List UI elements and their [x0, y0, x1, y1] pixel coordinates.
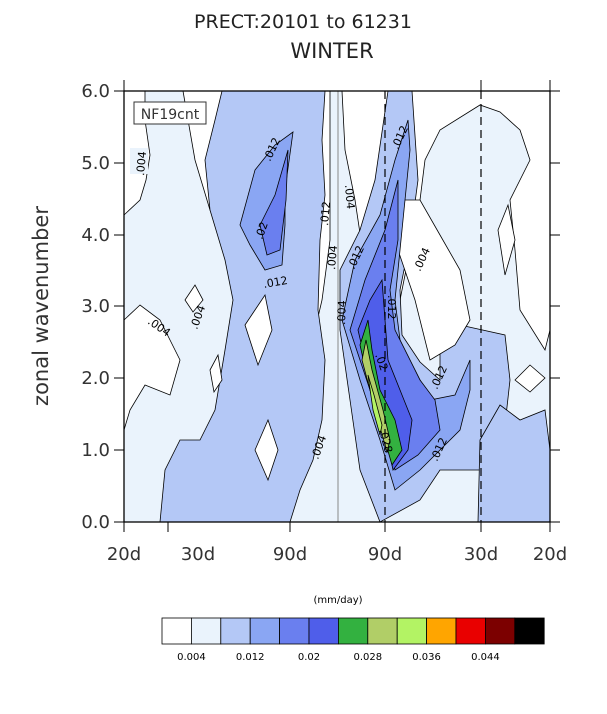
colorbar-swatch: [161, 617, 192, 645]
colorbar-swatch: [308, 617, 339, 645]
contour-label: .004: [325, 245, 340, 271]
colorbar-label: 0.004: [177, 652, 206, 663]
x-tick-label: 30d: [464, 544, 498, 565]
tick-marks: [114, 80, 560, 532]
contour-fill-lime: [367, 374, 383, 436]
contour-label: .012: [318, 201, 333, 227]
x-tick-label: 30d: [181, 544, 215, 565]
y-tick-label: 5.0: [81, 153, 110, 174]
x-tick-label: 90d: [368, 544, 402, 565]
y-tick-label: 3.0: [81, 296, 110, 317]
contour-fill-hole-4: [184, 284, 204, 313]
y-tick-label: 0.0: [81, 512, 110, 533]
case-label-box: [133, 101, 207, 125]
colorbar-swatch: [514, 617, 545, 645]
chart-title: PRECT:20101 to 61231: [194, 11, 412, 33]
contour-fill-hole-3: [209, 353, 223, 394]
colorbar-label: 0.028: [353, 652, 382, 663]
case-label: NF19cnt: [141, 107, 200, 123]
colorbar-swatch: [484, 617, 516, 645]
colorbar-swatch: [220, 617, 251, 645]
colorbar-swatch: [279, 617, 310, 645]
contour-fill-left-white-2: [123, 304, 181, 431]
contour-label: .004: [134, 151, 149, 177]
y-tick-label: 1.0: [81, 440, 110, 461]
contour-label: .02: [372, 352, 390, 373]
contour-label: .028: [376, 427, 395, 454]
units-label: (mm/day): [313, 595, 362, 606]
y-tick-label: 4.0: [81, 225, 110, 246]
contour-fill-hole-1: [244, 293, 273, 367]
contour-label: .02: [253, 220, 271, 241]
contour-label: .004: [342, 184, 357, 210]
colorbar-swatch: [396, 617, 428, 645]
x-tick-label: 20d: [107, 544, 141, 565]
contour-label: .004: [335, 300, 349, 325]
contour-labels: .004 .004 .004 .004 .004 .004 .012 .02 .…: [130, 124, 450, 463]
contour-label: .012: [385, 295, 398, 320]
x-tick-label: 90d: [273, 544, 307, 565]
colorbar-swatch: [367, 617, 398, 645]
colorbar-swatch: [249, 617, 280, 645]
colorbar-swatch: [190, 617, 222, 645]
colorbar-label: 0.012: [236, 652, 265, 663]
contour-label-bg: [130, 148, 148, 174]
contour-fill-band-1c: [259, 149, 289, 256]
contour-fill-far-right-white: [497, 203, 516, 276]
contour-fill-far-right-white-2: [514, 364, 546, 393]
y-tick-label: 6.0: [81, 81, 110, 102]
colorbar-swatch: [337, 617, 369, 645]
contour-label: .012: [262, 274, 288, 291]
contour-fill-right-white-2: [397, 199, 471, 361]
contour-fill-hole-2: [254, 418, 279, 482]
colorbar-label: 0.036: [412, 652, 441, 663]
x-tick-label: 20d: [533, 544, 567, 565]
colorbar-swatch: [455, 617, 486, 645]
chart-subtitle: WINTER: [290, 39, 373, 63]
colorbar-label: 0.02: [298, 652, 320, 663]
colorbar: 0.004 0.012 0.02 0.028 0.036 0.044: [161, 617, 545, 663]
contour-fills: [123, 90, 551, 523]
colorbar-label: 0.044: [471, 652, 500, 663]
colorbar-swatch: [426, 617, 457, 645]
plot-area: .004 .004 .004 .004 .004 .004 .012 .02 .…: [29, 80, 567, 565]
y-tick-label: 2.0: [81, 368, 110, 389]
y-axis-label: zonal wavenumber: [29, 206, 53, 406]
